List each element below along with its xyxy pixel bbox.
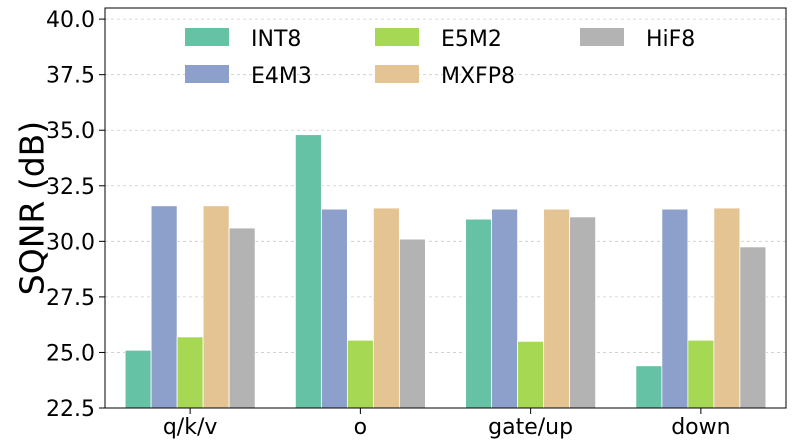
y-tick-label: 37.5 (46, 64, 95, 89)
bar-e4m3-1 (320, 208, 348, 409)
bar-e5m2-3 (687, 339, 715, 409)
y-tick-label: 22.5 (46, 397, 95, 422)
x-tick-label: gate/up (488, 415, 573, 440)
legend-swatch-e4m3 (185, 65, 229, 83)
bar-hif8-0 (228, 227, 256, 409)
legend-label-hif8: HiF8 (646, 27, 695, 52)
legend-label-e4m3: E4M3 (251, 64, 312, 89)
bar-hif8-1 (398, 238, 426, 409)
x-tick-label: o (354, 415, 367, 440)
bar-e5m2-1 (346, 339, 374, 409)
bar-e4m3-2 (491, 208, 519, 409)
x-tick-label: down (671, 415, 730, 440)
legend-label-e5m2: E5M2 (441, 27, 502, 52)
bar-int8-2 (465, 218, 493, 409)
bar-e5m2-2 (517, 340, 545, 409)
legend-swatch-hif8 (580, 28, 624, 46)
y-tick-label: 25.0 (46, 341, 95, 366)
y-tick-label: 40.0 (46, 8, 95, 33)
bar-int8-3 (635, 365, 663, 409)
bar-int8-0 (124, 349, 152, 409)
bar-hif8-3 (739, 246, 767, 409)
bar-mxfp8-2 (543, 208, 571, 409)
y-tick-label: 27.5 (46, 286, 95, 311)
bar-e4m3-0 (150, 205, 178, 409)
bar-e4m3-3 (661, 208, 689, 409)
legend-label-int8: INT8 (251, 27, 301, 52)
bars (124, 134, 767, 409)
legend: INT8 E4M3 E5M2 MXFP8 HiF8 (185, 27, 695, 89)
y-tick-label: 35.0 (46, 119, 95, 144)
x-tick-label: q/k/v (163, 415, 218, 440)
bar-mxfp8-3 (713, 207, 741, 409)
bar-int8-1 (294, 134, 322, 409)
y-tick-label: 30.0 (46, 230, 95, 255)
legend-swatch-mxfp8 (375, 65, 419, 83)
bar-mxfp8-0 (202, 205, 230, 409)
bar-mxfp8-1 (372, 207, 400, 409)
y-axis-label: SQNR (dB) (13, 121, 52, 295)
plot-frame (104, 7, 787, 409)
bar-hif8-2 (569, 216, 597, 409)
y-axis-ticks: 22.5 25.0 27.5 30.0 32.5 35.0 37.5 40.0 (46, 8, 105, 422)
legend-swatch-int8 (185, 28, 229, 46)
legend-swatch-e5m2 (375, 28, 419, 46)
y-tick-label: 32.5 (46, 175, 95, 200)
legend-label-mxfp8: MXFP8 (441, 64, 515, 89)
bar-e5m2-0 (176, 336, 204, 409)
x-axis-ticks: q/k/v o gate/up down (163, 408, 731, 440)
